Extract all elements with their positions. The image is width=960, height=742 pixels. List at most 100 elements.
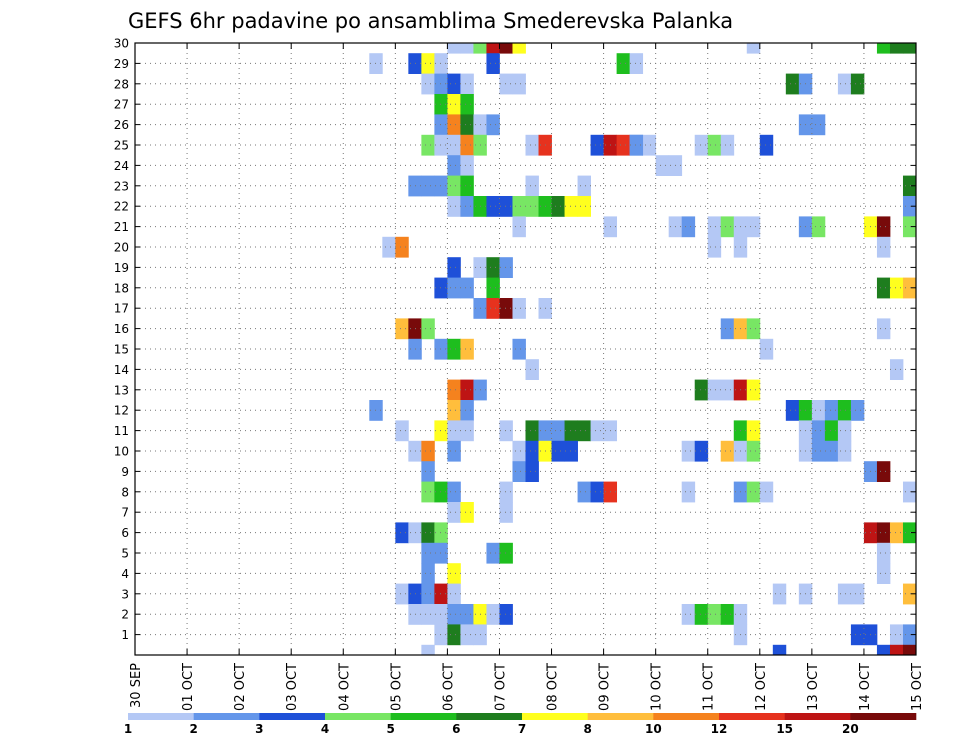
y-tick-label: 29 [114,57,129,71]
y-tick-label: 20 [114,241,129,255]
y-tick-label: 12 [114,404,129,418]
colorbar-label: 7 [518,722,526,736]
heatmap-cell [499,43,513,54]
heatmap-cell [434,338,448,360]
y-tick-label: 1 [121,628,129,642]
colorbar-swatch [522,713,588,720]
heatmap-cell [525,175,539,197]
y-tick-label: 6 [121,526,129,540]
heatmap-cell [772,644,787,656]
heatmap-cell [824,420,839,442]
x-tick-label: 08 OCT [546,663,561,711]
heatmap-cell [837,73,852,95]
heatmap-cell [707,604,722,625]
heatmap-cell [837,583,852,605]
heatmap-cells [369,43,917,656]
heatmap-cell [460,94,474,115]
colorbar-label: 2 [189,722,197,736]
heatmap-cell [395,522,409,544]
heatmap-cell [746,318,761,340]
heatmap-cell [746,420,761,442]
heatmap-cell [902,583,917,605]
heatmap-cell [369,53,383,74]
y-tick-label: 26 [114,118,129,132]
heatmap-cell [421,542,435,564]
y-tick-label: 15 [114,343,129,357]
heatmap-cell [876,43,891,54]
heatmap-cell [447,196,461,217]
heatmap-cell [889,359,904,380]
heatmap-cell [499,73,513,95]
y-tick-label: 3 [121,587,129,601]
colorbar-swatch [325,713,391,720]
heatmap-cell [434,73,448,95]
heatmap-cell [512,43,526,54]
heatmap-cell [447,73,461,95]
heatmap-cell [655,155,670,176]
heatmap-cell [460,196,474,217]
heatmap-cell [421,583,435,605]
heatmap-cell [577,481,591,503]
heatmap-cell [486,196,500,217]
heatmap-cell [434,420,448,442]
heatmap-cell [707,236,722,258]
x-tick-label: 01 OCT [181,663,196,711]
heatmap-cell [694,134,709,156]
x-tick-label: 05 OCT [389,663,404,711]
heatmap-cell [421,73,435,95]
y-tick-label: 5 [121,547,129,561]
y-axis-tick-labels: 1234567891011121314151617181920212223242… [114,37,916,642]
heatmap-cell [850,583,865,605]
heatmap-cell [460,338,474,360]
heatmap-cell [421,604,435,625]
heatmap-cell [395,236,409,258]
x-tick-label: 11 OCT [702,663,717,711]
heatmap-cell [824,440,839,462]
heatmap-cell [447,114,461,136]
heatmap-cell [447,563,461,584]
heatmap-cell [382,236,396,258]
heatmap-cell [564,440,578,462]
colorbar-label: 1 [124,722,132,736]
heatmap-cell [486,53,500,74]
y-tick-label: 16 [114,322,129,336]
colorbar-label: 5 [386,722,394,736]
y-tick-label: 9 [121,465,129,479]
x-tick-label: 07 OCT [493,663,508,711]
y-tick-label: 21 [114,220,129,234]
heatmap-cell [460,43,474,54]
heatmap-cell [577,420,591,442]
x-tick-label: 04 OCT [337,663,352,711]
heatmap-cell [512,338,526,360]
x-tick-label: 30 SEP [129,663,144,708]
heatmap-cell [811,440,826,462]
y-tick-label: 14 [114,363,129,377]
heatmap-cell [447,440,461,462]
heatmap-cell [811,420,826,442]
heatmap-cell [616,53,631,74]
heatmap-cell [447,43,461,54]
heatmap-cell [876,461,891,482]
heatmap-cell [525,461,539,482]
heatmap-cell [876,277,891,299]
heatmap-cell [486,43,500,54]
heatmap-cell [434,542,448,564]
heatmap-cell [577,175,591,197]
heatmap-cell [785,400,800,421]
heatmap-cell [707,379,722,401]
heatmap-cell [486,114,500,136]
colorbar-label: 4 [321,722,329,736]
colorbar-swatch [719,713,785,720]
heatmap-cell [460,155,474,176]
colorbar-swatch [850,713,917,720]
heatmap-cell [421,461,435,482]
heatmap-cell [525,359,539,380]
heatmap-cell [876,216,891,238]
heatmap-cell [434,134,448,156]
heatmap-cell [564,196,578,217]
heatmap-cell [447,257,461,278]
heatmap-cell [681,604,696,625]
heatmap-cell [512,440,526,462]
heatmap-cell [616,134,631,156]
